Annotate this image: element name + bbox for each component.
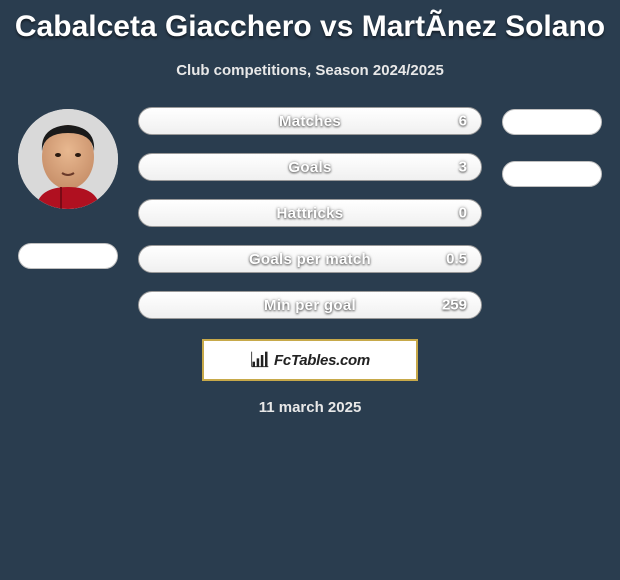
stat-value: 6 bbox=[459, 113, 467, 130]
stat-bar-hattricks: Hattricks 0 bbox=[138, 199, 482, 227]
stat-label: Hattricks bbox=[277, 205, 344, 222]
page-title: Cabalceta Giacchero vs MartÃ­nez Solano bbox=[0, 0, 620, 44]
stat-label: Goals per match bbox=[249, 251, 371, 268]
stat-label: Goals bbox=[288, 159, 331, 176]
stat-bar-min-per-goal: Min per goal 259 bbox=[138, 291, 482, 319]
brand-box[interactable]: FcTables.com bbox=[202, 339, 418, 381]
right-player-column bbox=[492, 107, 612, 187]
comparison-row: Matches 6 Goals 3 Hattricks 0 Goals per … bbox=[0, 107, 620, 319]
stat-label: Min per goal bbox=[264, 297, 356, 314]
stat-value: 259 bbox=[442, 297, 467, 314]
avatar-placeholder-icon bbox=[18, 109, 118, 209]
date-line: 11 march 2025 bbox=[0, 399, 620, 416]
left-player-name-pill bbox=[18, 243, 118, 269]
right-player-name-pill-2 bbox=[502, 161, 602, 187]
subtitle: Club competitions, Season 2024/2025 bbox=[0, 62, 620, 79]
stat-bar-goals: Goals 3 bbox=[138, 153, 482, 181]
left-player-column bbox=[8, 107, 128, 269]
stat-value: 0 bbox=[459, 205, 467, 222]
stat-bar-matches: Matches 6 bbox=[138, 107, 482, 135]
stat-value: 3 bbox=[459, 159, 467, 176]
left-player-avatar bbox=[18, 109, 118, 209]
brand-text: FcTables.com bbox=[274, 352, 370, 369]
bar-chart-icon bbox=[250, 350, 270, 370]
right-player-name-pill-1 bbox=[502, 109, 602, 135]
stat-label: Matches bbox=[279, 113, 341, 130]
stat-bar-goals-per-match: Goals per match 0.5 bbox=[138, 245, 482, 273]
stats-column: Matches 6 Goals 3 Hattricks 0 Goals per … bbox=[128, 107, 492, 319]
stat-value: 0.5 bbox=[446, 251, 467, 268]
